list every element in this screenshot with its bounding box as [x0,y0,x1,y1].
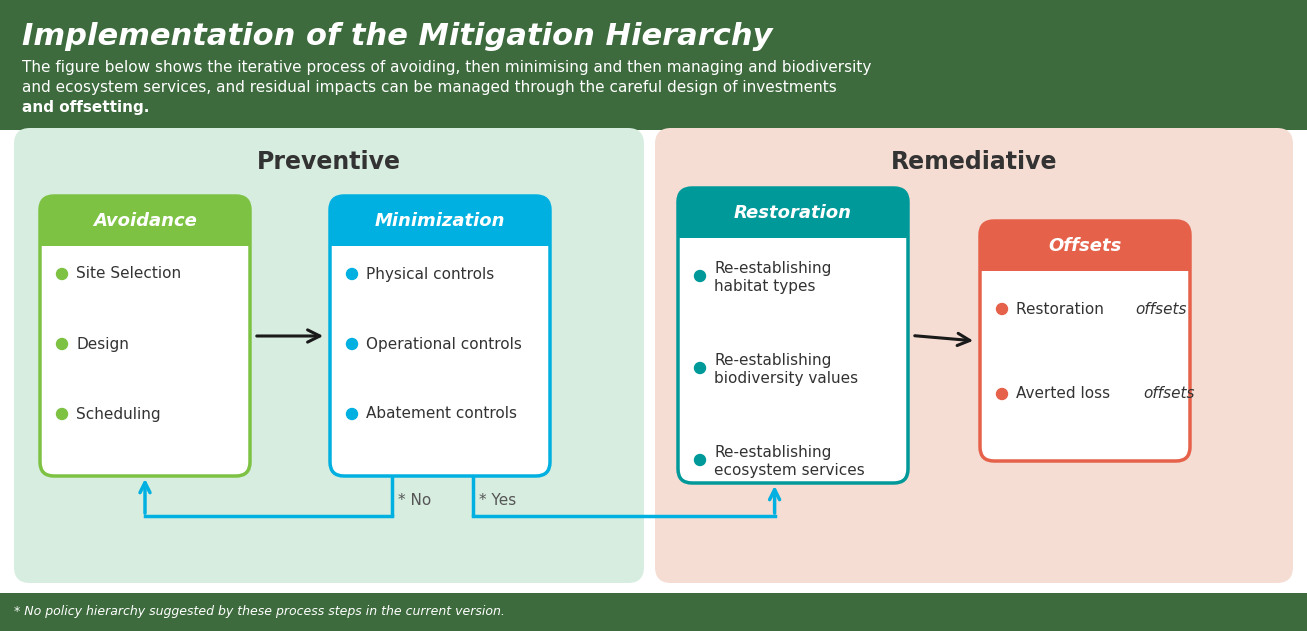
Circle shape [346,269,358,280]
Bar [678,211,908,238]
Bar [0,593,1307,631]
Text: Site Selection: Site Selection [76,266,182,281]
Circle shape [996,304,1008,314]
Text: and ecosystem services, and residual impacts can be managed through the careful : and ecosystem services, and residual imp… [22,80,836,95]
Text: ecosystem services: ecosystem services [714,463,865,478]
FancyBboxPatch shape [678,188,908,238]
FancyBboxPatch shape [980,221,1189,461]
Text: habitat types: habitat types [714,278,816,293]
Text: Offsets: Offsets [1048,237,1121,255]
Bar [41,219,250,246]
Circle shape [694,362,706,374]
Text: The figure below shows the iterative process of avoiding, then minimising and th: The figure below shows the iterative pro… [22,60,872,75]
FancyBboxPatch shape [678,188,908,483]
Text: Averted loss: Averted loss [1016,387,1115,401]
Text: Design: Design [76,336,129,351]
Text: Re-establishing: Re-establishing [714,444,831,459]
FancyBboxPatch shape [655,128,1293,583]
Text: Re-establishing: Re-establishing [714,261,831,276]
FancyBboxPatch shape [41,196,250,476]
Text: Operational controls: Operational controls [366,336,521,351]
FancyBboxPatch shape [14,128,644,583]
Circle shape [694,271,706,281]
Text: Scheduling: Scheduling [76,406,161,422]
Text: Minimization: Minimization [375,212,506,230]
Bar [0,0,1307,130]
Text: Preventive: Preventive [257,150,401,174]
Text: offsets: offsets [1144,387,1195,401]
Bar [329,219,550,246]
Text: * Yes: * Yes [478,493,516,508]
Circle shape [694,454,706,466]
Text: offsets: offsets [1136,302,1187,317]
Text: Implementation of the Mitigation Hierarchy: Implementation of the Mitigation Hierarc… [22,22,772,51]
FancyBboxPatch shape [329,196,550,246]
Circle shape [56,338,68,350]
Text: Restoration: Restoration [735,204,852,222]
Text: biodiversity values: biodiversity values [714,370,859,386]
Text: Restoration: Restoration [1016,302,1108,317]
Text: * No: * No [397,493,431,508]
Circle shape [996,389,1008,399]
Bar [980,244,1189,271]
Circle shape [346,338,358,350]
Text: Abatement controls: Abatement controls [366,406,518,422]
FancyBboxPatch shape [980,221,1189,271]
FancyBboxPatch shape [41,196,250,246]
Text: Re-establishing: Re-establishing [714,353,831,367]
Text: * No policy hierarchy suggested by these process steps in the current version.: * No policy hierarchy suggested by these… [14,606,505,618]
Text: Remediative: Remediative [891,150,1057,174]
FancyBboxPatch shape [329,196,550,476]
Text: Avoidance: Avoidance [93,212,197,230]
Circle shape [346,408,358,420]
Circle shape [56,269,68,280]
Circle shape [56,408,68,420]
Text: and offsetting.: and offsetting. [22,100,149,115]
Text: Physical controls: Physical controls [366,266,494,281]
